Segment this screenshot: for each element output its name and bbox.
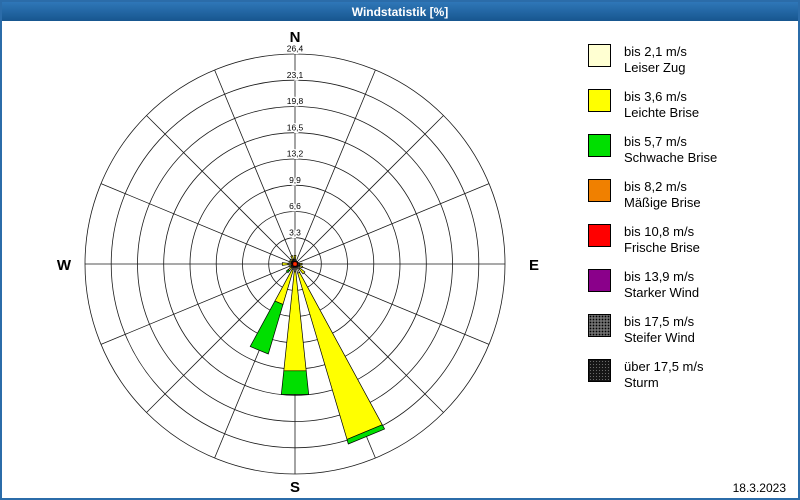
grid-spoke xyxy=(214,69,296,265)
legend-color-swatch xyxy=(588,134,611,157)
legend: bis 2,1 m/s Leiser Zug bis 3,6 m/s Leich… xyxy=(588,44,717,404)
windrose-petal-W xyxy=(281,262,289,266)
legend-speed-label: über 17,5 m/s xyxy=(624,359,704,374)
ring-label: 13,2 xyxy=(287,149,304,159)
legend-speed-label: bis 17,5 m/s xyxy=(624,314,695,329)
windrose-petal-SSE xyxy=(297,271,383,440)
ring-label: 26,4 xyxy=(287,44,304,54)
grid-spoke xyxy=(100,263,296,345)
legend-class-label: Schwache Brise xyxy=(624,150,718,165)
legend-class-label: Leichte Brise xyxy=(624,105,700,120)
grid-spoke xyxy=(100,183,296,265)
compass-north-label: N xyxy=(290,29,301,46)
grid-spoke xyxy=(294,183,490,265)
windrose-petal-SSE xyxy=(346,424,386,445)
compass-west-label: W xyxy=(57,257,72,274)
legend-item: bis 5,7 m/s Schwache Brise xyxy=(588,134,717,166)
legend-color-swatch xyxy=(588,314,611,337)
windrose-petal-WNW xyxy=(288,260,292,264)
grid-spoke xyxy=(294,263,490,345)
windrose-petal-E xyxy=(299,262,303,266)
windrose-petal-SW xyxy=(285,269,290,274)
legend-class-label: Steifer Wind xyxy=(624,330,695,345)
windrose-petal-ESE xyxy=(298,264,304,269)
legend-speed-label: bis 5,7 m/s xyxy=(624,134,687,149)
legend-color-swatch xyxy=(588,179,611,202)
windrose-chart: 3,3 6,6 9,9 13,2 16,5 19,8 23,1 26,4 N S W E xyxy=(57,29,539,496)
ring-label: 23,1 xyxy=(287,70,304,80)
legend-color-swatch xyxy=(588,224,611,247)
windrose-petal-NW xyxy=(289,258,293,262)
windrose-petal-S xyxy=(280,370,310,395)
ring-label: 3,3 xyxy=(289,227,301,237)
legend-item: bis 2,1 m/s Leiser Zug xyxy=(588,44,717,76)
windrose-petal-N xyxy=(293,254,297,260)
legend-class-label: Leiser Zug xyxy=(624,60,686,75)
windrose-petal-NNW xyxy=(290,255,295,261)
legend-speed-label: bis 3,6 m/s xyxy=(624,89,687,104)
compass-south-label: S xyxy=(290,479,300,496)
window-title: Windstatistik [%] xyxy=(351,4,449,19)
center-marker xyxy=(292,261,298,267)
windrose-petal-WSW xyxy=(288,264,292,268)
ring-label: 9,9 xyxy=(289,175,301,185)
legend-item: bis 17,5 m/s Steifer Wind xyxy=(588,314,717,346)
grid-spoke xyxy=(146,263,296,413)
legend-speed-label: bis 8,2 m/s xyxy=(624,179,687,194)
legend-speed-label: bis 13,9 m/s xyxy=(624,269,695,284)
grid-spoke xyxy=(294,69,376,265)
legend-class-label: Starker Wind xyxy=(624,285,700,300)
legend-class-label: Sturm xyxy=(624,375,659,390)
legend-speed-label: bis 10,8 m/s xyxy=(624,224,695,239)
windrose-petals xyxy=(249,254,386,445)
grid-spoke xyxy=(146,115,296,265)
ring-label: 16,5 xyxy=(287,122,304,132)
legend-item: bis 10,8 m/s Frische Brise xyxy=(588,224,717,256)
window-titlebar: Windstatistik [%] xyxy=(2,2,798,21)
windrose-petal-SSW xyxy=(249,300,284,355)
legend-color-swatch xyxy=(588,269,611,292)
legend-color-swatch xyxy=(588,44,611,67)
legend-color-swatch xyxy=(588,359,611,382)
legend-class-label: Mäßige Brise xyxy=(624,195,701,210)
legend-item: bis 3,6 m/s Leichte Brise xyxy=(588,89,717,121)
legend-item: über 17,5 m/s Sturm xyxy=(588,359,717,391)
legend-class-label: Frische Brise xyxy=(624,240,700,255)
grid-spoke xyxy=(294,115,444,265)
legend-speed-label: bis 2,1 m/s xyxy=(624,44,687,59)
ring-axis-labels: 3,3 6,6 9,9 13,2 16,5 19,8 23,1 26,4 xyxy=(285,42,305,239)
ring-label: 6,6 xyxy=(289,201,301,211)
legend-color-swatch xyxy=(588,89,611,112)
legend-item: bis 8,2 m/s Mäßige Brise xyxy=(588,179,717,211)
date-label: 18.3.2023 xyxy=(732,481,786,495)
grid-spoke xyxy=(294,263,444,413)
windrose-petal-SE xyxy=(298,267,306,275)
compass-east-label: E xyxy=(529,257,539,274)
ring-label: 19,8 xyxy=(287,96,304,106)
legend-item: bis 13,9 m/s Starker Wind xyxy=(588,269,717,301)
